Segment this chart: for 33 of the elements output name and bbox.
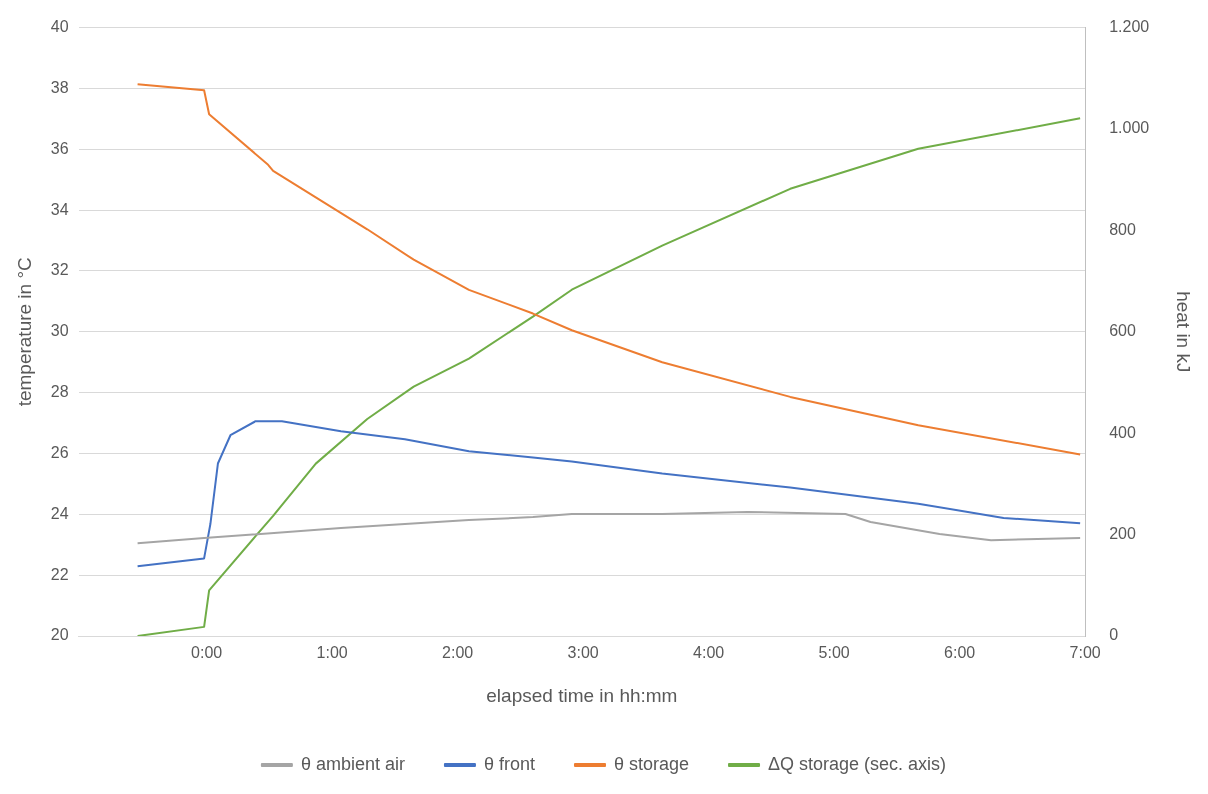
x-tick-label: 5:00: [818, 644, 850, 662]
y2-tick-label: 800: [1109, 220, 1136, 238]
y2-tick-label: 400: [1109, 423, 1136, 441]
x-axis-title: elapsed time in hh:mm: [486, 684, 678, 706]
x-tick-label: 7:00: [1069, 644, 1101, 662]
y2-tick-label: 200: [1109, 525, 1136, 543]
y-tick-label: 36: [50, 139, 69, 157]
y2-axis-title: heat in kJ: [1173, 291, 1195, 373]
legend-label: θ front: [483, 753, 535, 774]
y2-tick-label: 1.200: [1109, 18, 1150, 36]
y-tick-label: 38: [50, 78, 69, 96]
x-tick-label: 0:00: [191, 644, 223, 662]
x-tick-label: 1:00: [316, 644, 348, 662]
x-tick-label: 6:00: [944, 644, 976, 662]
y-tick-label: 22: [50, 565, 69, 583]
y2-tick-label: 600: [1109, 322, 1136, 340]
y2-tick-label: 0: [1109, 626, 1119, 644]
x-tick-label: 2:00: [442, 644, 474, 662]
y-tick-label: 28: [50, 383, 69, 401]
x-tick-label: 3:00: [567, 644, 599, 662]
x-tick-label: 4:00: [693, 644, 725, 662]
y2-tick-label: 1.000: [1109, 119, 1150, 137]
y-tick-label: 20: [50, 626, 69, 644]
legend-label: θ ambient air: [300, 753, 405, 774]
y-tick-label: 30: [50, 322, 69, 340]
legend-label: θ storage: [613, 753, 690, 774]
legend-label: ΔQ storage (sec. axis): [768, 753, 947, 774]
y-tick-label: 24: [50, 504, 69, 522]
y-tick-label: 40: [50, 18, 69, 36]
y-tick-label: 26: [50, 443, 69, 461]
y-tick-label: 34: [50, 200, 69, 218]
y-tick-label: 32: [50, 261, 69, 279]
y-axis-title: temperature in °C: [13, 257, 35, 407]
